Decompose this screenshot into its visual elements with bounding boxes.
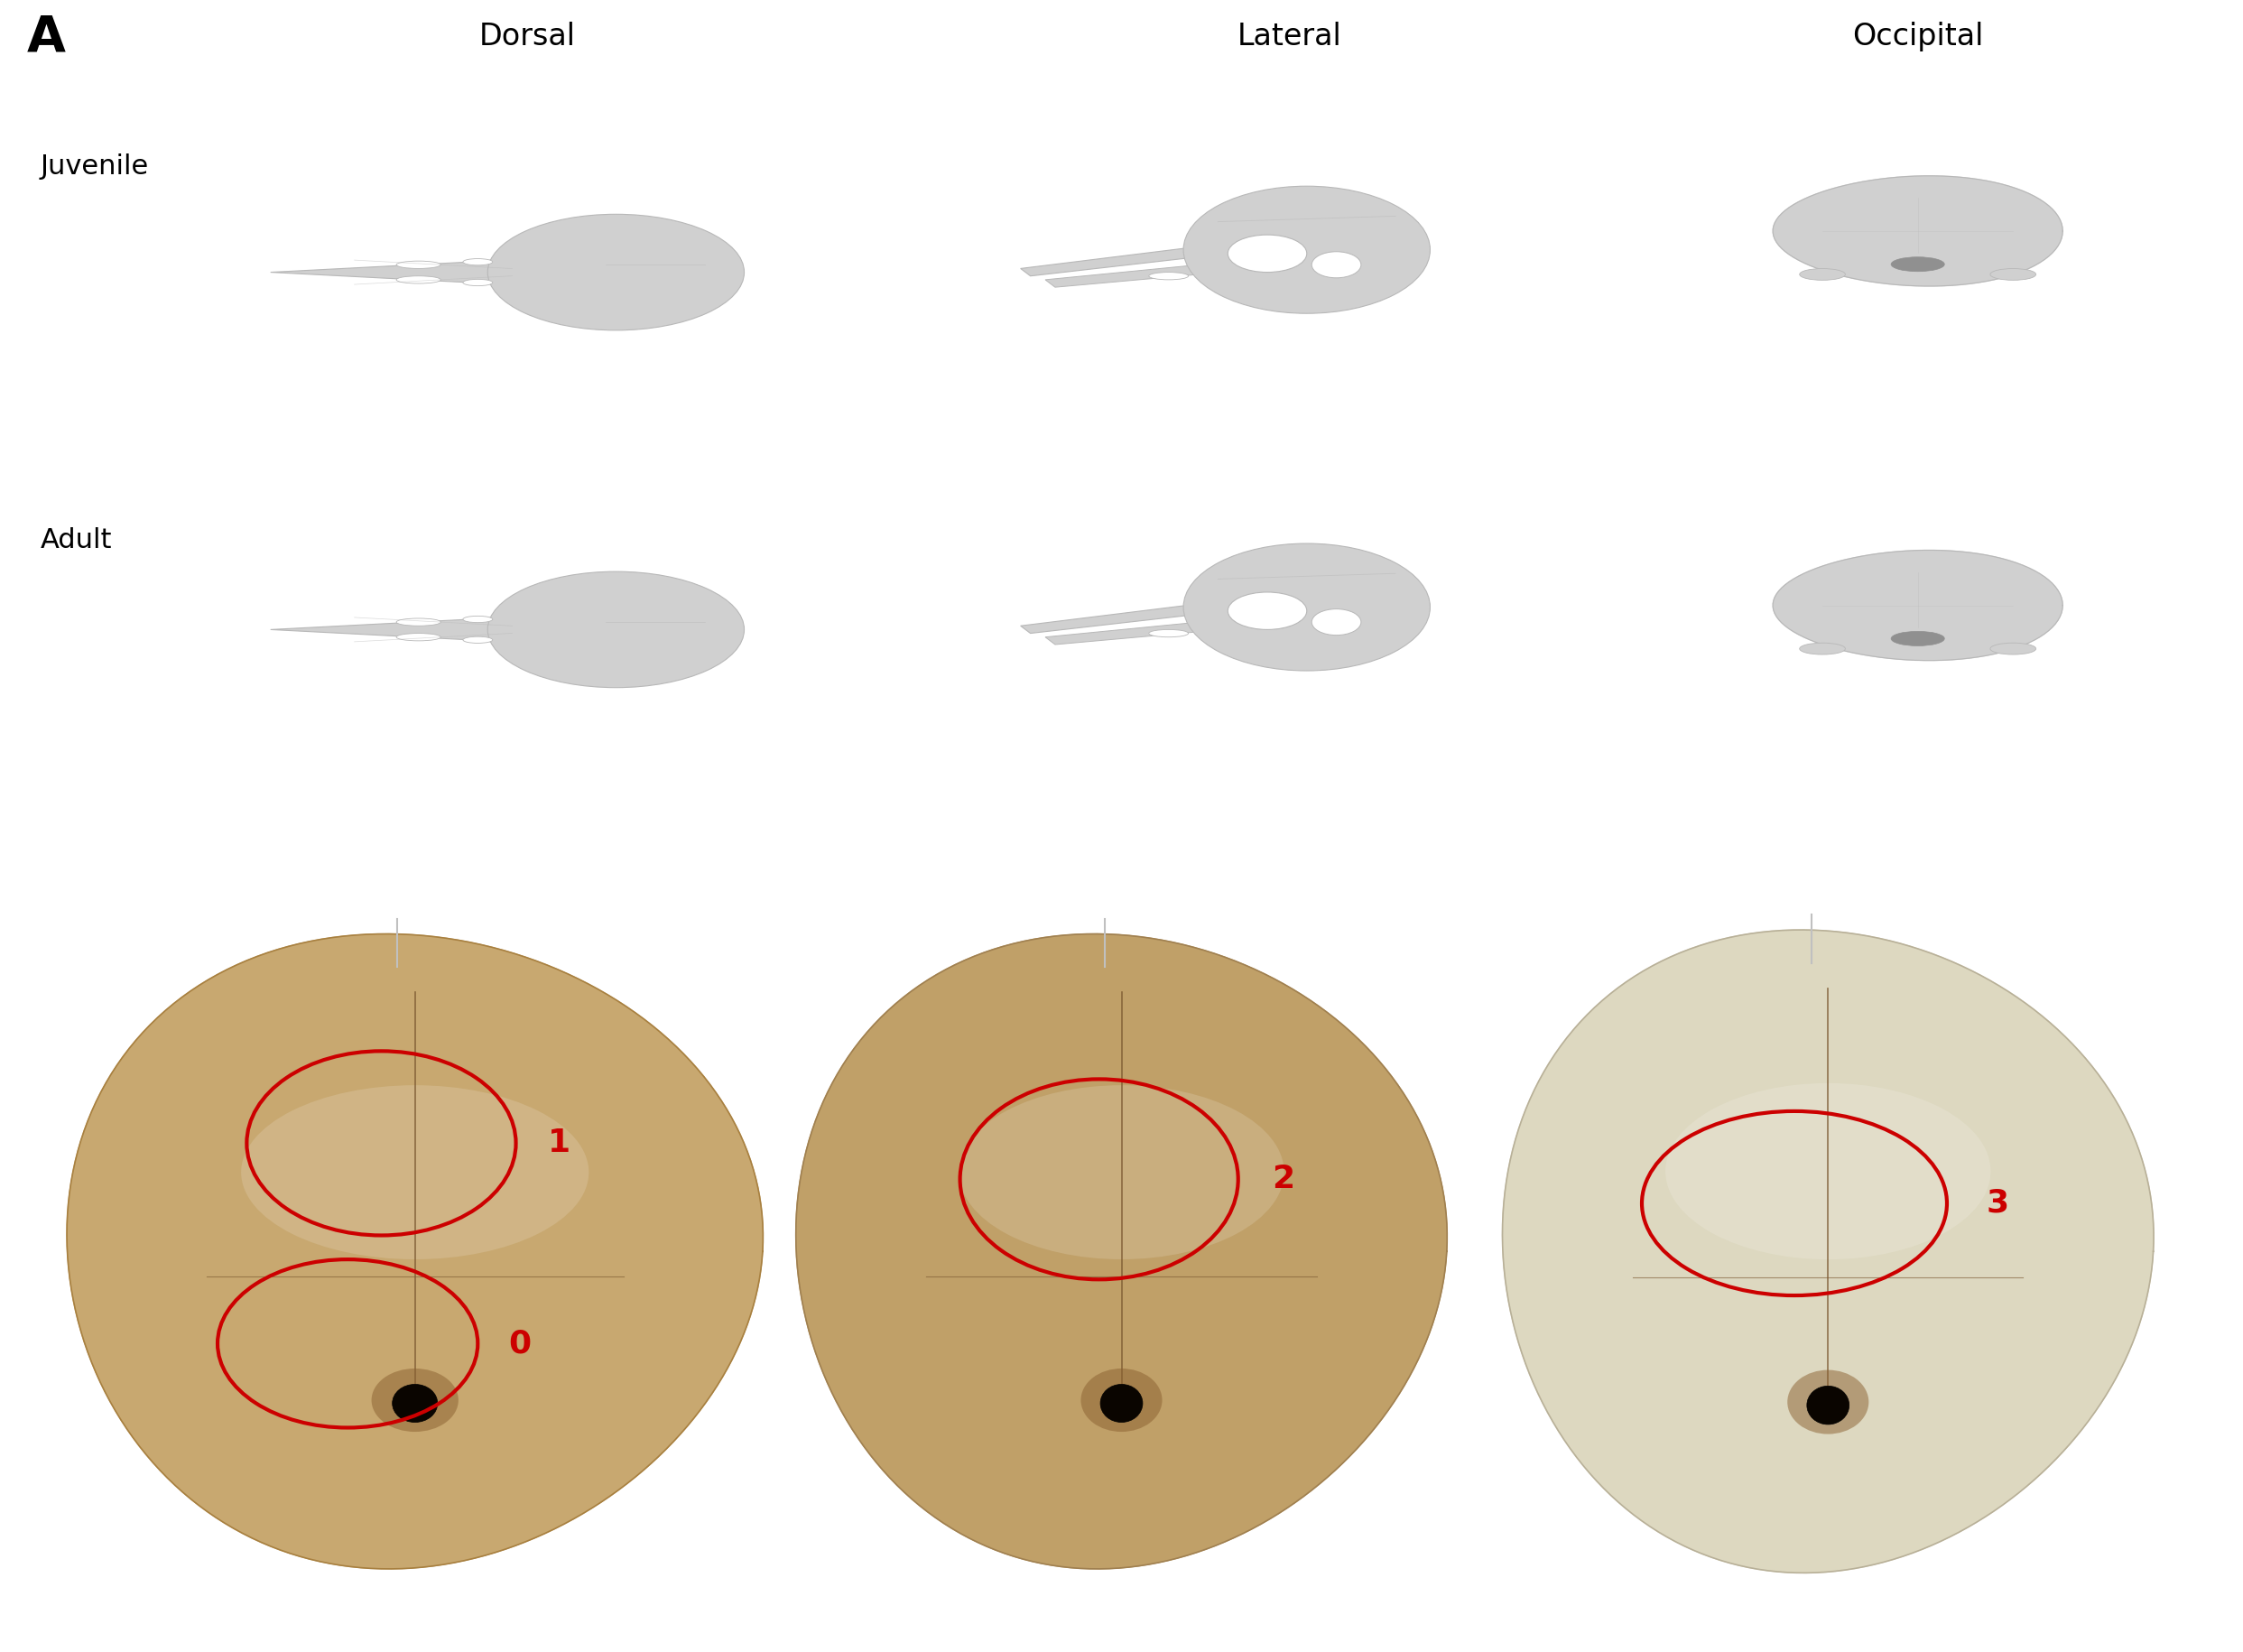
Ellipse shape (1148, 629, 1189, 638)
Polygon shape (1772, 175, 2064, 286)
Text: 0: 0 (509, 1328, 532, 1360)
Text: B: B (27, 871, 65, 920)
Text: Adult: Adult (40, 527, 112, 553)
Polygon shape (271, 253, 518, 291)
Ellipse shape (487, 215, 745, 330)
Ellipse shape (1808, 1386, 1848, 1424)
Polygon shape (1045, 616, 1272, 644)
Ellipse shape (372, 1368, 458, 1432)
Polygon shape (1021, 596, 1287, 633)
Ellipse shape (397, 261, 440, 269)
Polygon shape (1503, 930, 2153, 1573)
Ellipse shape (397, 276, 440, 284)
Ellipse shape (462, 636, 493, 643)
Ellipse shape (487, 572, 745, 687)
Ellipse shape (242, 1085, 588, 1259)
Ellipse shape (1148, 273, 1189, 279)
Ellipse shape (1081, 1368, 1162, 1432)
Text: 2: 2 (1272, 1165, 1294, 1194)
Ellipse shape (1101, 1384, 1142, 1422)
Polygon shape (67, 933, 763, 1569)
Ellipse shape (1799, 643, 1846, 654)
Text: Lateral: Lateral (1238, 21, 1341, 51)
Text: Juvenile: Juvenile (40, 154, 148, 180)
Ellipse shape (1788, 1370, 1868, 1434)
Ellipse shape (1184, 187, 1431, 314)
Ellipse shape (1891, 258, 1945, 271)
Ellipse shape (1990, 643, 2037, 654)
Ellipse shape (397, 633, 440, 641)
Ellipse shape (1891, 631, 1945, 646)
Ellipse shape (1312, 251, 1362, 278)
Ellipse shape (960, 1085, 1283, 1259)
Ellipse shape (1664, 1084, 1992, 1259)
Text: A: A (27, 13, 65, 61)
Ellipse shape (393, 1384, 437, 1422)
Text: 1: 1 (547, 1128, 572, 1158)
Polygon shape (271, 611, 518, 648)
Ellipse shape (462, 259, 493, 266)
Ellipse shape (1312, 610, 1362, 634)
Ellipse shape (1990, 269, 2037, 281)
Ellipse shape (1227, 235, 1308, 273)
Ellipse shape (1227, 591, 1308, 629)
Text: Dorsal: Dorsal (478, 21, 576, 51)
Polygon shape (1772, 550, 2064, 661)
Ellipse shape (462, 279, 493, 286)
Polygon shape (796, 933, 1447, 1569)
Polygon shape (1045, 259, 1272, 287)
Ellipse shape (1184, 544, 1431, 671)
Polygon shape (1021, 238, 1287, 276)
Text: 3: 3 (1985, 1188, 2010, 1219)
Ellipse shape (1799, 269, 1846, 281)
Ellipse shape (397, 618, 440, 626)
Ellipse shape (462, 616, 493, 623)
Text: Occipital: Occipital (1853, 21, 1983, 51)
